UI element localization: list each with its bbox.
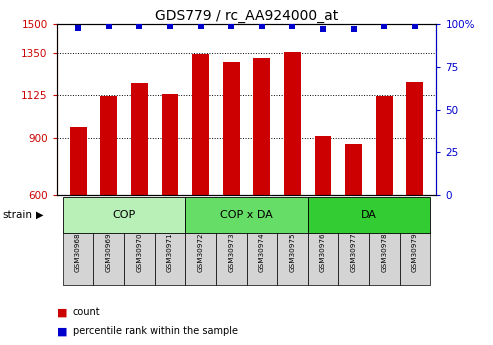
Bar	[315, 136, 331, 195]
Point	[166, 23, 174, 29]
Point	[136, 23, 143, 29]
Bar	[131, 83, 148, 195]
Point	[319, 27, 327, 32]
Text: ■: ■	[57, 307, 67, 317]
Bar	[308, 231, 338, 285]
Text: COP x DA: COP x DA	[220, 210, 273, 220]
Point	[380, 23, 388, 29]
Text: GSM30969: GSM30969	[106, 233, 112, 273]
Bar	[399, 231, 430, 285]
Bar	[369, 231, 399, 285]
Bar	[216, 231, 246, 285]
Text: GSM30968: GSM30968	[75, 233, 81, 273]
Bar	[94, 231, 124, 285]
Bar	[223, 62, 240, 195]
Bar	[406, 82, 423, 195]
Text: GSM30979: GSM30979	[412, 233, 418, 273]
Bar	[253, 58, 270, 195]
Bar	[308, 197, 430, 233]
Point	[288, 23, 296, 29]
Bar	[70, 127, 87, 195]
Text: GSM30970: GSM30970	[137, 233, 142, 273]
Text: GSM30978: GSM30978	[381, 233, 387, 273]
Point	[74, 25, 82, 30]
Title: GDS779 / rc_AA924000_at: GDS779 / rc_AA924000_at	[155, 9, 338, 23]
Bar	[63, 197, 185, 233]
Text: ▶: ▶	[35, 210, 43, 220]
Text: GSM30977: GSM30977	[351, 233, 356, 273]
Bar	[284, 52, 301, 195]
Bar	[162, 95, 178, 195]
Bar	[246, 231, 277, 285]
Bar	[63, 231, 94, 285]
Point	[258, 23, 266, 29]
Point	[411, 23, 419, 29]
Text: count: count	[73, 307, 101, 317]
Bar	[277, 231, 308, 285]
Text: GSM30975: GSM30975	[289, 233, 295, 273]
Text: GSM30971: GSM30971	[167, 233, 173, 273]
Point	[105, 23, 113, 29]
Text: GSM30974: GSM30974	[259, 233, 265, 273]
Bar	[185, 231, 216, 285]
Text: COP: COP	[112, 210, 136, 220]
Bar	[124, 231, 155, 285]
Bar	[376, 96, 393, 195]
Bar	[338, 231, 369, 285]
Text: DA: DA	[361, 210, 377, 220]
Text: GSM30976: GSM30976	[320, 233, 326, 273]
Text: percentile rank within the sample: percentile rank within the sample	[73, 326, 238, 336]
Point	[350, 27, 357, 32]
Bar	[185, 197, 308, 233]
Bar	[155, 231, 185, 285]
Text: GSM30973: GSM30973	[228, 233, 234, 273]
Text: strain: strain	[2, 210, 33, 220]
Point	[197, 23, 205, 29]
Point	[227, 23, 235, 29]
Bar	[100, 96, 117, 195]
Text: ■: ■	[57, 326, 67, 336]
Bar	[192, 53, 209, 195]
Text: GSM30972: GSM30972	[198, 233, 204, 273]
Bar	[345, 144, 362, 195]
